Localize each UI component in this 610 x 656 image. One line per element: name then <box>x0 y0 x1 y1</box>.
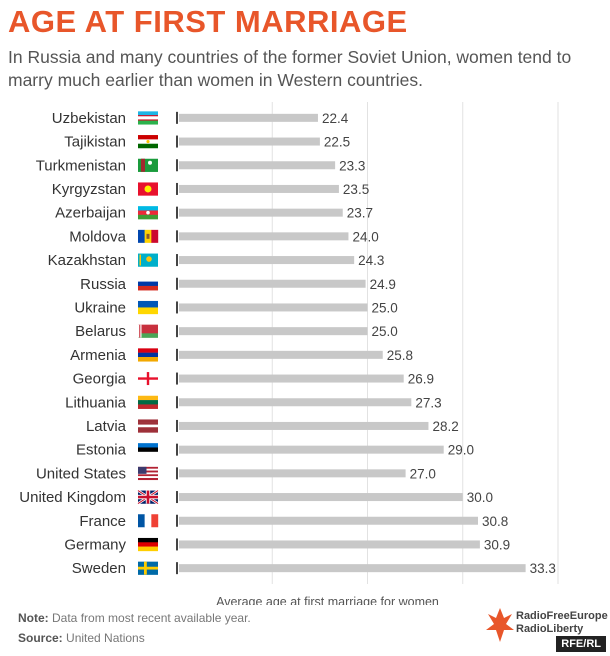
value-label: 24.9 <box>370 277 396 292</box>
ukraine-flag <box>138 300 158 315</box>
bar <box>179 208 343 217</box>
category-label: Germany <box>64 536 126 553</box>
bar-chart: Uzbekistan 22.4 Tajikistan 22.5 Turkmenistan… <box>19 102 559 605</box>
bar <box>179 327 368 336</box>
category-label: Belarus <box>75 323 126 340</box>
x-axis-label: Average age at first marriage for women <box>216 595 439 605</box>
value-label: 22.4 <box>322 111 349 126</box>
category-label: Tajikistan <box>64 134 126 151</box>
bar <box>179 540 480 549</box>
belarus-flag <box>138 324 158 338</box>
value-label: 23.5 <box>343 182 369 197</box>
note-label: Note: <box>18 611 49 625</box>
rferl-logo: RadioFreeEurope RadioLiberty <box>486 604 608 646</box>
value-label: 29.0 <box>448 443 474 458</box>
bar <box>179 137 320 146</box>
rferl-logo-icon <box>486 608 514 642</box>
turkmenistan-flag <box>138 158 158 172</box>
georgia-flag <box>138 372 158 386</box>
category-label: Moldova <box>69 228 126 245</box>
chart-subtitle: In Russia and many countries of the form… <box>8 47 572 90</box>
category-label: Ukraine <box>74 299 126 316</box>
note-text: Data from most recent available year. <box>48 611 251 625</box>
bar <box>179 469 406 478</box>
category-label: Sweden <box>72 560 126 577</box>
source-line: Source: United Nations <box>18 631 145 645</box>
category-label: Armenia <box>70 347 127 364</box>
bar <box>179 232 349 241</box>
bar <box>179 398 412 407</box>
value-label: 33.3 <box>530 561 556 576</box>
tajikistan-flag <box>138 135 158 149</box>
value-label: 23.3 <box>339 158 365 173</box>
category-label: United Kingdom <box>19 489 126 506</box>
value-label: 24.0 <box>352 229 378 244</box>
armenia-flag <box>138 348 158 362</box>
category-label: Lithuania <box>65 394 127 411</box>
bar <box>179 516 478 525</box>
category-label: France <box>79 513 126 530</box>
category-label: Russia <box>80 276 127 293</box>
value-label: 30.0 <box>467 490 493 505</box>
value-label: 23.7 <box>347 206 373 221</box>
category-label: Estonia <box>76 442 127 459</box>
united-states-flag <box>138 466 158 481</box>
russia-flag <box>138 277 158 291</box>
logo-line-1: RadioFreeEurope <box>516 610 608 622</box>
lithuania-flag <box>138 395 158 409</box>
latvia-flag <box>138 419 158 433</box>
bar <box>179 374 404 383</box>
value-label: 28.2 <box>432 419 458 434</box>
kazakhstan-flag <box>138 253 158 267</box>
bar <box>179 113 318 122</box>
category-label: Turkmenistan <box>36 157 126 174</box>
rferl-badge: RFE/RL <box>556 636 606 652</box>
bar <box>179 445 444 454</box>
logo-text: RadioFreeEurope RadioLiberty <box>516 610 608 636</box>
source-label: Source: <box>18 631 63 645</box>
value-label: 30.9 <box>484 537 510 552</box>
source-text: United Nations <box>62 631 145 645</box>
kyrgyzstan-flag <box>138 182 158 196</box>
bar <box>179 161 336 170</box>
bar <box>179 421 429 430</box>
value-label: 25.0 <box>372 324 398 339</box>
bar <box>179 350 383 359</box>
value-label: 24.3 <box>358 253 384 268</box>
azerbaijan-flag <box>138 206 158 220</box>
category-label: Kyrgyzstan <box>52 181 126 198</box>
category-label: Azerbaijan <box>55 205 126 222</box>
bar <box>179 493 463 502</box>
bar <box>179 256 355 265</box>
france-flag <box>138 514 159 528</box>
uzbekistan-flag <box>138 111 158 125</box>
bar <box>179 564 526 573</box>
germany-flag <box>138 537 158 552</box>
value-label: 27.0 <box>410 466 436 481</box>
footnote: Note: Data from most recent available ye… <box>18 611 251 625</box>
bar <box>179 279 366 288</box>
value-label: 25.8 <box>387 348 413 363</box>
category-label: Georgia <box>73 371 127 388</box>
bar <box>179 184 339 193</box>
category-label: Kazakhstan <box>48 252 126 269</box>
logo-line-2: RadioLiberty <box>516 623 584 635</box>
chart-title: AGE AT FIRST MARRIAGE <box>8 4 408 39</box>
category-label: Uzbekistan <box>52 110 126 127</box>
moldova-flag <box>138 229 159 243</box>
value-label: 25.0 <box>372 300 398 315</box>
estonia-flag <box>138 443 158 457</box>
value-label: 26.9 <box>408 372 434 387</box>
united-kingdom-flag <box>137 489 159 505</box>
bar <box>179 303 368 312</box>
sweden-flag <box>138 561 158 575</box>
value-label: 30.8 <box>482 514 508 529</box>
category-label: Latvia <box>86 418 127 435</box>
value-label: 27.3 <box>415 395 441 410</box>
value-label: 22.5 <box>324 135 350 150</box>
category-label: United States <box>36 465 126 482</box>
